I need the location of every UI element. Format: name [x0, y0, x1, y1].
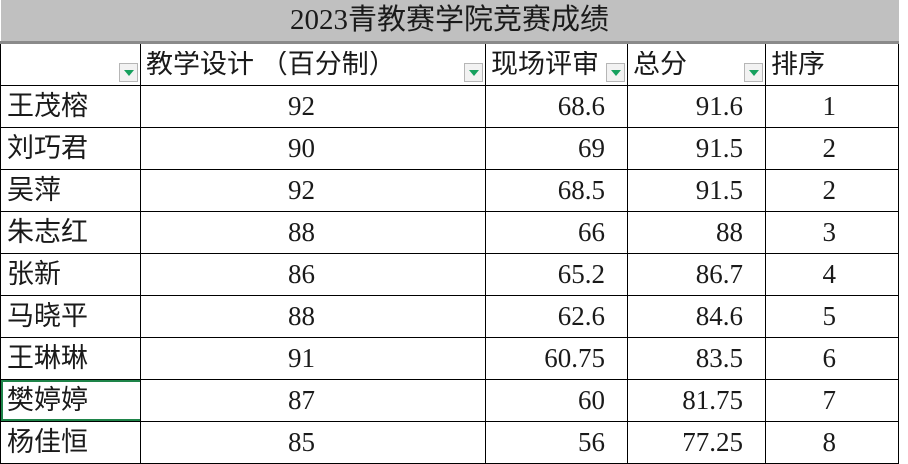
table-row: 王茂榕 92 68.6 91.6 1 [0, 85, 900, 128]
filter-dropdown-design[interactable] [464, 63, 483, 82]
cell-rank[interactable]: 8 [764, 421, 900, 464]
column-header-rank-label: 排序 [771, 51, 825, 78]
column-header-total[interactable]: 总分 [627, 42, 766, 86]
chevron-down-icon [610, 69, 621, 76]
title-row: 2023青教赛学院竞赛成绩 [0, 0, 899, 44]
cell-onsite[interactable]: 68.6 [485, 85, 628, 128]
chevron-down-icon [748, 69, 759, 76]
cell-design[interactable]: 87 [140, 379, 486, 422]
cell-name[interactable]: 吴萍 [0, 169, 141, 212]
cell-name[interactable]: 张新 [0, 253, 141, 296]
cell-rank[interactable]: 6 [764, 337, 900, 380]
cell-onsite[interactable]: 68.5 [485, 169, 628, 212]
table-row: 杨佳恒 85 56 77.25 8 [0, 421, 900, 464]
sheet-title: 2023青教赛学院竞赛成绩 [0, 0, 899, 44]
table-row: 吴萍 92 68.5 91.5 2 [0, 169, 900, 212]
cell-total[interactable]: 88 [627, 211, 766, 254]
cell-total[interactable]: 86.7 [627, 253, 766, 296]
table-row: 刘巧君 90 69 91.5 2 [0, 127, 900, 170]
cell-onsite[interactable]: 56 [485, 421, 628, 464]
cell-design[interactable]: 90 [140, 127, 486, 170]
filter-dropdown-name[interactable] [119, 63, 138, 82]
column-header-onsite[interactable]: 现场评审 [485, 42, 628, 86]
table-row: 樊婷婷 87 60 81.75 7 [0, 379, 900, 422]
cell-rank[interactable]: 5 [764, 295, 900, 338]
cell-rank[interactable]: 3 [764, 211, 900, 254]
cell-onsite[interactable]: 62.6 [485, 295, 628, 338]
chevron-down-icon [468, 69, 479, 76]
column-header-design-label: 教学设计 （百分制） [146, 51, 396, 78]
table-row: 马晓平 88 62.6 84.6 5 [0, 295, 900, 338]
cell-design[interactable]: 86 [140, 253, 486, 296]
header-row: 教学设计 （百分制） 现场评审 总分 [0, 42, 900, 86]
column-header-onsite-label: 现场评审 [491, 51, 599, 78]
chevron-down-icon [123, 69, 134, 76]
cell-onsite[interactable]: 60.75 [485, 337, 628, 380]
table-row: 朱志红 88 66 88 3 [0, 211, 900, 254]
cell-name[interactable]: 刘巧君 [0, 127, 141, 170]
cell-name[interactable]: 杨佳恒 [0, 421, 141, 464]
cell-rank[interactable]: 2 [764, 169, 900, 212]
cell-onsite[interactable]: 69 [485, 127, 628, 170]
cell-total[interactable]: 77.25 [627, 421, 766, 464]
cell-total[interactable]: 91.5 [627, 127, 766, 170]
cell-total[interactable]: 91.6 [627, 85, 766, 128]
cell-design[interactable]: 92 [140, 169, 486, 212]
column-header-rank[interactable]: 排序 [764, 42, 900, 86]
cell-onsite[interactable]: 66 [485, 211, 628, 254]
cell-design[interactable]: 88 [140, 211, 486, 254]
column-header-name[interactable] [0, 42, 141, 86]
filter-dropdown-total[interactable] [744, 63, 763, 82]
cell-total[interactable]: 84.6 [627, 295, 766, 338]
column-header-design[interactable]: 教学设计 （百分制） [140, 42, 486, 86]
cell-rank[interactable]: 7 [764, 379, 900, 422]
cell-design[interactable]: 91 [140, 337, 486, 380]
cell-rank[interactable]: 2 [764, 127, 900, 170]
cell-name[interactable]: 樊婷婷 [0, 379, 141, 422]
cell-name[interactable]: 朱志红 [0, 211, 141, 254]
cell-total[interactable]: 81.75 [627, 379, 766, 422]
cell-name[interactable]: 王茂榕 [0, 85, 141, 128]
column-header-total-label: 总分 [633, 51, 687, 78]
cell-name[interactable]: 马晓平 [0, 295, 141, 338]
cell-total[interactable]: 83.5 [627, 337, 766, 380]
cell-total[interactable]: 91.5 [627, 169, 766, 212]
cell-rank[interactable]: 1 [764, 85, 900, 128]
cell-design[interactable]: 85 [140, 421, 486, 464]
cell-design[interactable]: 88 [140, 295, 486, 338]
filter-dropdown-onsite[interactable] [606, 63, 625, 82]
cell-onsite[interactable]: 60 [485, 379, 628, 422]
table-row: 王琳琳 91 60.75 83.5 6 [0, 337, 900, 380]
cell-onsite[interactable]: 65.2 [485, 253, 628, 296]
table-row: 张新 86 65.2 86.7 4 [0, 253, 900, 296]
cell-design[interactable]: 92 [140, 85, 486, 128]
cell-name[interactable]: 王琳琳 [0, 337, 141, 380]
cell-rank[interactable]: 4 [764, 253, 900, 296]
